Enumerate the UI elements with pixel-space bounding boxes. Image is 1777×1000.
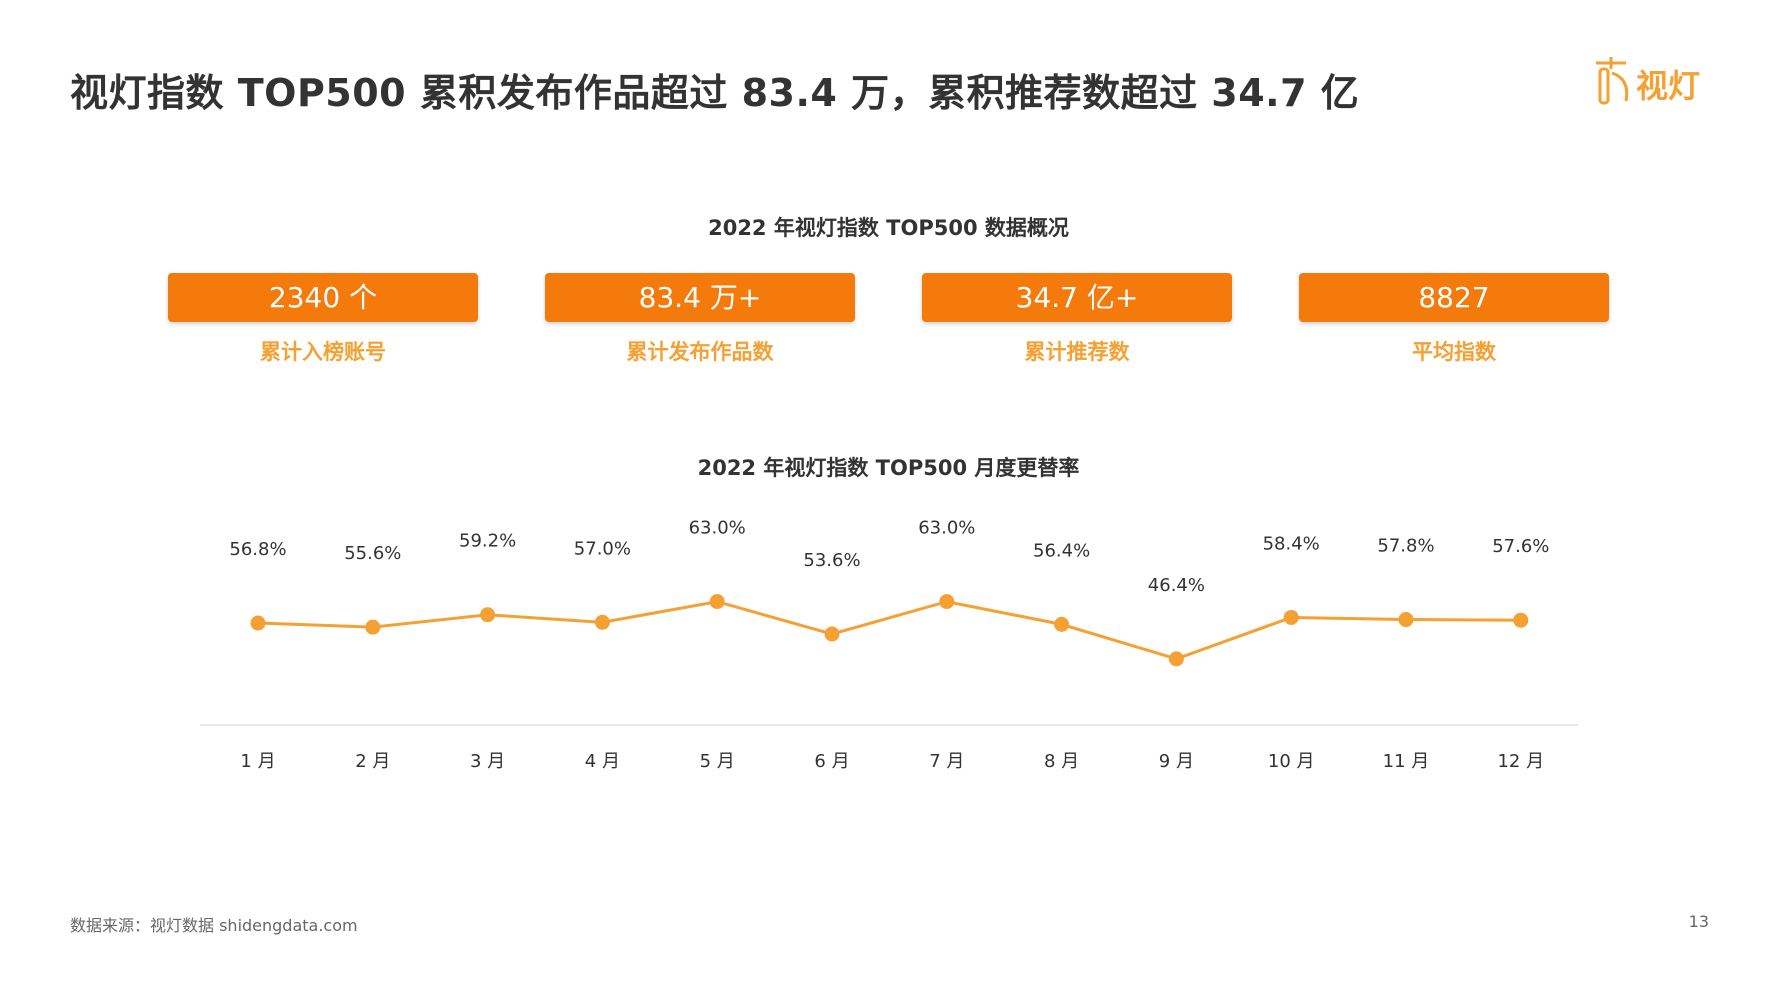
data-label: 55.6%	[344, 543, 401, 564]
x-tick-label: 9 月	[1159, 751, 1194, 772]
data-point	[250, 615, 266, 631]
data-point	[709, 594, 725, 610]
summary-title: 2022 年视灯指数 TOP500 数据概况	[708, 216, 1069, 240]
stat-value: 34.7 亿+	[922, 273, 1232, 322]
lamp-icon	[1596, 57, 1629, 105]
x-tick-label: 4 月	[585, 751, 620, 772]
stat-value: 2340 个	[168, 273, 478, 322]
stat-value: 83.4 万+	[545, 273, 855, 322]
x-tick-label: 6 月	[814, 751, 849, 772]
data-point	[480, 607, 496, 623]
x-tick-label: 8 月	[1044, 751, 1079, 772]
x-tick-label: 12 月	[1497, 751, 1544, 772]
data-label: 46.4%	[1148, 575, 1205, 596]
x-tick-label: 7 月	[929, 751, 964, 772]
x-tick-label: 5 月	[700, 751, 735, 772]
data-label: 63.0%	[689, 518, 746, 539]
x-tick-label: 11 月	[1383, 751, 1430, 772]
logo-text: 视灯	[1636, 67, 1701, 105]
data-point	[1513, 612, 1529, 628]
x-tick-label: 10 月	[1268, 751, 1315, 772]
stat-card-works: 83.4 万+ 累计发布作品数	[545, 273, 855, 366]
data-label: 58.4%	[1263, 533, 1320, 554]
data-label: 56.8%	[229, 539, 286, 560]
data-point	[1398, 612, 1414, 628]
source-note: 数据来源：视灯数据 shidengdata.com	[70, 916, 358, 935]
x-tick-label: 1 月	[240, 751, 275, 772]
stat-card-accounts: 2340 个 累计入榜账号	[168, 273, 478, 366]
stat-label: 平均指数	[1412, 340, 1496, 364]
stat-label: 累计入榜账号	[260, 340, 386, 364]
data-label: 57.0%	[574, 538, 631, 559]
x-tick-label: 2 月	[355, 751, 390, 772]
data-point	[939, 594, 955, 610]
data-label: 56.4%	[1033, 540, 1090, 561]
brand-logo: 视灯	[1592, 55, 1722, 110]
stat-card-recommendations: 34.7 亿+ 累计推荐数	[922, 273, 1232, 366]
data-point	[365, 619, 381, 635]
data-label: 57.6%	[1492, 536, 1549, 557]
chart-title: 2022 年视灯指数 TOP500 月度更替率	[697, 456, 1080, 480]
series-line	[257, 600, 1521, 661]
x-tick-label: 3 月	[470, 751, 505, 772]
data-label: 53.6%	[803, 550, 860, 571]
page-number: 13	[1688, 912, 1709, 931]
data-point	[1168, 651, 1184, 667]
stat-label: 累计发布作品数	[626, 340, 774, 364]
data-point	[1054, 616, 1070, 632]
stat-card-average-index: 8827 平均指数	[1299, 273, 1609, 366]
data-label: 59.2%	[459, 531, 516, 552]
data-point	[824, 626, 840, 642]
data-label: 63.0%	[918, 518, 975, 539]
page-title: 视灯指数 TOP500 累积发布作品超过 83.4 万，累积推荐数超过 34.7…	[70, 71, 1360, 115]
data-point	[1283, 609, 1299, 625]
stat-value: 8827	[1299, 273, 1609, 322]
data-point	[594, 614, 610, 630]
stat-label: 累计推荐数	[1024, 340, 1130, 364]
data-label: 57.8%	[1377, 536, 1434, 557]
